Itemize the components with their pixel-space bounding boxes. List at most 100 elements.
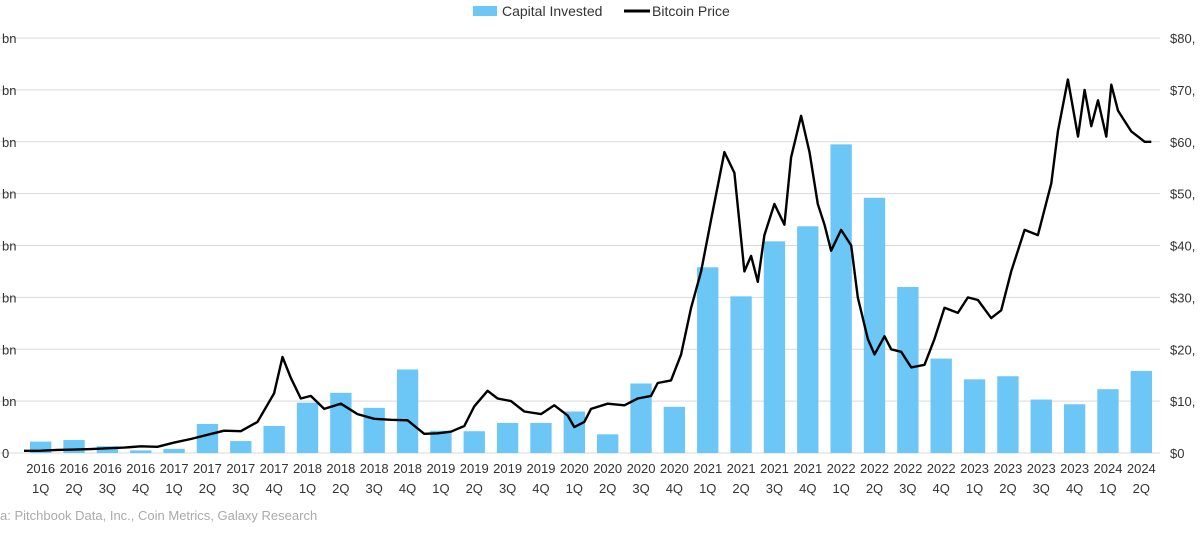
right-tick-label: $0 (1170, 446, 1184, 461)
bar (30, 441, 52, 453)
x-tick-quarter: 1Q (432, 481, 449, 496)
x-tick-quarter: 1Q (966, 481, 983, 496)
x-tick-year: 2021 (693, 461, 722, 476)
left-tick-label: bn (2, 394, 16, 409)
right-tick-label: $40, (1170, 239, 1195, 254)
bar (163, 448, 185, 453)
bar (130, 450, 152, 453)
x-tick-quarter: 2Q (332, 481, 349, 496)
x-tick-year: 2022 (893, 461, 922, 476)
x-tick-quarter: 4Q (933, 481, 950, 496)
x-tick-quarter: 4Q (532, 481, 549, 496)
bar (196, 423, 219, 453)
bar (263, 426, 285, 453)
x-tick-quarter: 1Q (299, 481, 316, 496)
x-tick-year: 2022 (827, 461, 856, 476)
x-tick-year: 2024 (1094, 461, 1123, 476)
left-tick-label: bn (2, 83, 16, 98)
left-tick-label: bn (2, 187, 16, 202)
bar (630, 383, 652, 453)
left-tick-label: bn (2, 31, 16, 46)
x-tick-quarter: 1Q (32, 481, 49, 496)
bar (296, 402, 319, 453)
right-tick-label: $60, (1170, 135, 1195, 150)
x-tick-quarter: 2Q (466, 481, 483, 496)
x-tick-year: 2016 (60, 461, 89, 476)
capital-invested-bars (30, 144, 1152, 453)
bar (663, 406, 686, 453)
left-tick-label: bn (2, 342, 16, 357)
x-tick-quarter: 3Q (99, 481, 116, 496)
x-tick-quarter: 2Q (65, 481, 82, 496)
x-tick-year: 2020 (660, 461, 689, 476)
x-tick-year: 2016 (26, 461, 55, 476)
x-tick-year: 2017 (226, 461, 255, 476)
x-tick-quarter: 1Q (832, 481, 849, 496)
x-tick-year: 2021 (727, 461, 756, 476)
bar (563, 411, 585, 453)
x-tick-year: 2023 (1060, 461, 1089, 476)
x-tick-year: 2023 (993, 461, 1022, 476)
bar (597, 434, 619, 453)
x-tick-year: 2018 (293, 461, 322, 476)
x-tick-quarter: 1Q (566, 481, 583, 496)
x-tick-quarter: 3Q (1033, 481, 1050, 496)
left-axis-ticks: 0 bn bn bn bn bn bn bn bn (2, 31, 16, 461)
x-tick-year: 2017 (260, 461, 289, 476)
bar (1063, 404, 1086, 453)
x-tick-quarter: 2Q (199, 481, 216, 496)
right-tick-label: $20, (1170, 342, 1195, 357)
bar (997, 376, 1019, 453)
x-tick-year: 2023 (1027, 461, 1056, 476)
bar (1097, 389, 1119, 453)
x-tick-year: 2022 (860, 461, 889, 476)
bar (797, 226, 819, 453)
legend-swatch-capital-invested (473, 6, 497, 16)
bar (763, 241, 786, 453)
x-tick-quarter: 3Q (632, 481, 649, 496)
right-axis-ticks: $0 $10, $20, $30, $40, $50, $60, $70, $80, (1170, 31, 1195, 461)
x-tick-quarter: 3Q (499, 481, 516, 496)
left-tick-label: 0 (2, 446, 9, 461)
gridlines (0, 37, 1160, 454)
x-tick-year: 2017 (160, 461, 189, 476)
legend-label-capital-invested: Capital Invested (502, 3, 602, 19)
left-tick-label: bn (2, 239, 16, 254)
bar (1030, 399, 1052, 453)
x-tick-year: 2020 (593, 461, 622, 476)
bar (697, 267, 719, 453)
bar (930, 358, 952, 453)
x-tick-year: 2016 (126, 461, 155, 476)
x-tick-quarter: 3Q (766, 481, 783, 496)
x-tick-year: 2024 (1127, 461, 1156, 476)
x-tick-year: 2018 (393, 461, 422, 476)
x-tick-year: 2016 (93, 461, 122, 476)
x-tick-quarter: 4Q (1066, 481, 1083, 496)
x-tick-quarter: 4Q (265, 481, 282, 496)
bar (430, 430, 452, 453)
bitcoin-price-line (23, 78, 1152, 452)
x-tick-quarter: 1Q (699, 481, 716, 496)
x-tick-quarter: 4Q (132, 481, 149, 496)
x-tick-year: 2017 (193, 461, 222, 476)
x-tick-year: 2019 (426, 461, 455, 476)
bar (530, 422, 552, 453)
right-tick-label: $10, (1170, 394, 1195, 409)
left-tick-label: bn (2, 290, 16, 305)
x-tick-quarter: 3Q (366, 481, 383, 496)
x-tick-year: 2018 (326, 461, 355, 476)
right-tick-label: $80, (1170, 31, 1195, 46)
x-tick-quarter: 4Q (666, 481, 683, 496)
x-tick-quarter: 2Q (866, 481, 883, 496)
bar (830, 144, 852, 453)
bar (963, 379, 986, 453)
right-tick-label: $50, (1170, 187, 1195, 202)
x-tick-year: 2018 (360, 461, 389, 476)
bar (863, 197, 886, 453)
source-note: a: Pitchbook Data, Inc., Coin Metrics, G… (0, 508, 318, 523)
bar (63, 440, 85, 453)
x-tick-year: 2019 (527, 461, 556, 476)
legend-label-bitcoin-price: Bitcoin Price (652, 3, 730, 19)
x-tick-quarter: 3Q (899, 481, 916, 496)
